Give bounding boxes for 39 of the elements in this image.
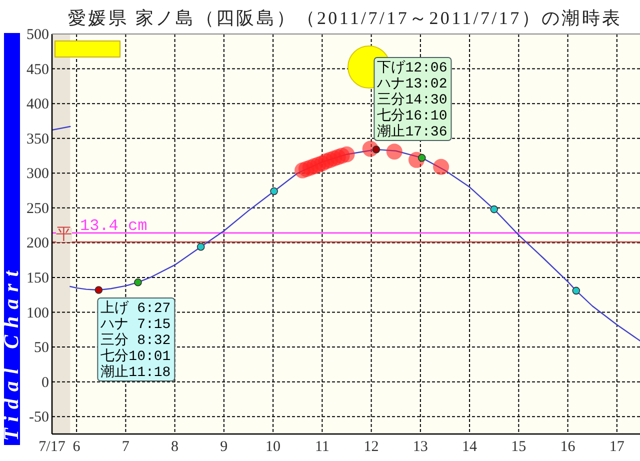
x-tick-label: 13 — [412, 439, 428, 455]
x-tick-label: 16 — [560, 439, 576, 455]
chart-title: 愛媛県 家ノ島（四阪島）（2011/7/17～2011/7/17）の潮時表 — [68, 8, 620, 28]
y-tick-label: 400 — [26, 96, 49, 113]
y-tick-label: 200 — [26, 236, 49, 252]
y-tick-label: 350 — [26, 131, 49, 148]
y-tick-label: 150 — [26, 270, 49, 286]
y-tick-label: 250 — [26, 200, 49, 217]
ref-line-label: 13.4 cm — [80, 216, 148, 235]
ref-line-label: 平 — [56, 226, 72, 244]
x-tick-label: 10 — [266, 439, 281, 455]
point — [270, 187, 278, 196]
x-tick-label: 11 — [314, 439, 330, 455]
annotation: 下げ12:06 ハナ13:02 三分14:30 七分16:10 潮止17:36 — [376, 59, 448, 140]
y-tick-label: 100 — [26, 305, 49, 322]
point — [94, 286, 103, 294]
point — [418, 154, 426, 162]
y-axis-title: Tidal Chart — [0, 264, 23, 441]
x-tick-label: 9 — [220, 439, 228, 455]
x-tick-label: 12 — [364, 439, 379, 455]
point — [196, 242, 205, 251]
y-tick-label: 300 — [26, 166, 49, 182]
x-tick-label: 17 — [609, 439, 625, 455]
y-tick-label: 50 — [34, 340, 49, 356]
point — [372, 146, 380, 154]
y-tick-label: 450 — [26, 62, 49, 78]
point — [572, 286, 580, 295]
y-tick-label: -50 — [29, 410, 49, 426]
annotation: 上げ 6:27 ハナ 7:15 三分 8:32 七分10:01 潮止11:18 — [100, 300, 171, 381]
x-tick-label: 7 — [122, 439, 130, 455]
x-tick-label: 7/17 — [38, 439, 66, 455]
x-tick-label: 15 — [511, 439, 526, 455]
point — [490, 205, 498, 214]
x-tick-label: 14 — [462, 439, 478, 455]
y-tick-label: 500 — [26, 27, 49, 43]
x-tick-label: 8 — [171, 439, 179, 455]
point — [134, 278, 142, 286]
x-tick-label: 6 — [72, 439, 81, 455]
y-tick-label: 0 — [42, 374, 49, 391]
